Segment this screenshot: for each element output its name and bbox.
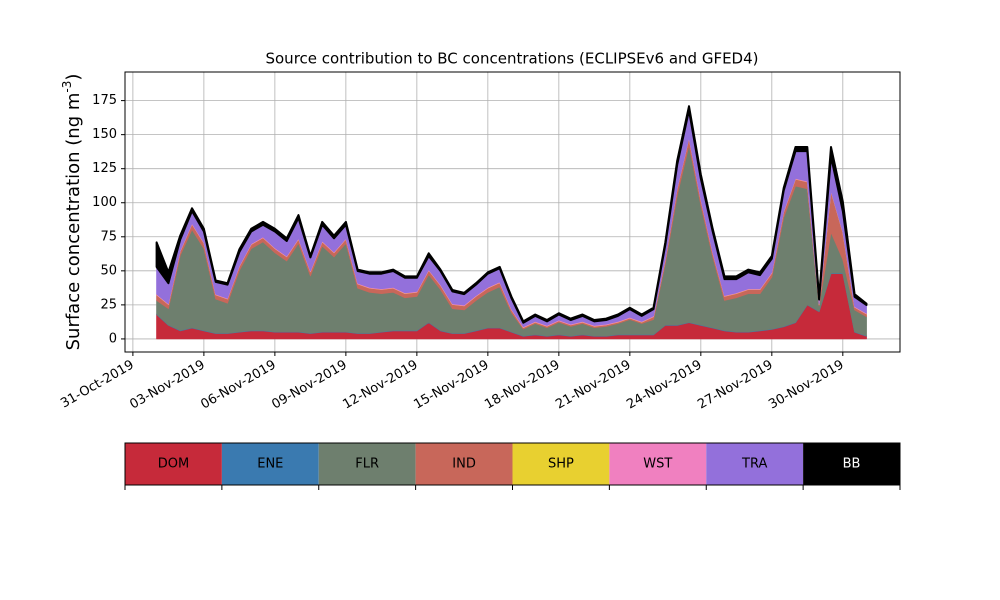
y-tick-label: 0 <box>109 331 117 346</box>
legend-swatch <box>125 443 222 485</box>
y-tick-label: 25 <box>100 297 117 312</box>
y-tick-label: 50 <box>100 263 117 278</box>
y-tick-label: 125 <box>92 161 117 176</box>
legend-swatch <box>706 443 804 485</box>
legend-label: ENE <box>257 457 283 472</box>
legend-label: TRA <box>741 457 767 472</box>
legend-frame <box>124 442 901 486</box>
legend-swatch <box>803 443 900 485</box>
legend: DOM ENE FLR IND SHP WST TRA BB <box>124 442 901 490</box>
y-tick-label: 75 <box>100 229 117 244</box>
legend-swatch <box>221 443 319 485</box>
legend-label: SHP <box>548 457 574 472</box>
y-tick-label: 175 <box>92 93 117 108</box>
y-tick-label: 100 <box>92 195 117 210</box>
chart-title: Source contribution to BC concentrations… <box>265 50 758 68</box>
legend-swatch <box>609 443 707 485</box>
y-tick-label: 150 <box>92 127 117 142</box>
legend-swatch <box>415 443 513 485</box>
legend-label: DOM <box>158 457 189 472</box>
legend-label: FLR <box>355 457 379 472</box>
legend-swatch <box>318 443 416 485</box>
legend-label: BB <box>843 457 861 472</box>
legend-label: WST <box>643 457 672 472</box>
plot-frame <box>124 71 901 353</box>
legend-label: IND <box>452 457 476 472</box>
area <box>155 105 868 324</box>
y-axis-label: Surface concentration (ng m-3) <box>60 74 85 351</box>
legend-swatch <box>512 443 610 485</box>
